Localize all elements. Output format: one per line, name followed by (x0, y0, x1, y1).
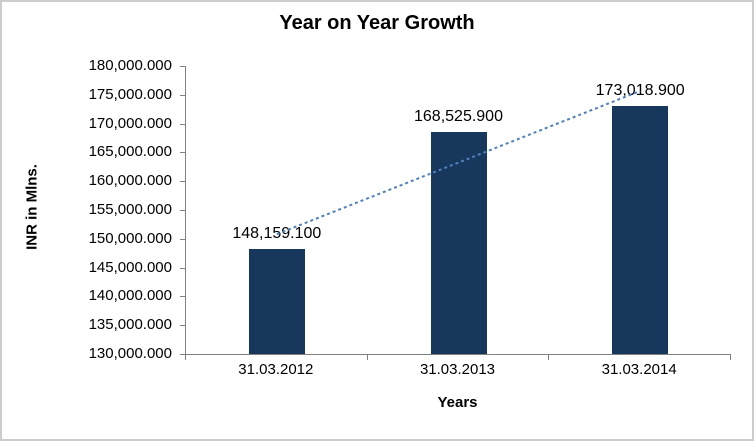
x-tick-mark (366, 355, 368, 360)
x-tick-label-31.03.2014: 31.03.2014 (601, 361, 677, 378)
y-tick-label: 175,000.000 (88, 85, 172, 103)
x-tick-mark (730, 355, 731, 360)
y-tick-mark (180, 325, 185, 327)
y-tick-mark (180, 181, 185, 183)
y-tick-mark (180, 238, 185, 240)
y-tick-label: 180,000.000 (88, 57, 172, 74)
y-tick-label: 150,000.000 (88, 229, 172, 247)
y-tick-mark (180, 296, 185, 298)
x-tick-mark (185, 355, 186, 360)
y-tick-mark (180, 152, 185, 154)
x-tick-mark (548, 355, 550, 360)
y-tick-mark (180, 267, 185, 269)
y-tick-mark (180, 94, 185, 96)
bar-31.03.2012 (248, 249, 305, 354)
y-tick-label: 155,000.000 (88, 201, 172, 218)
y-tick-label: 145,000.000 (88, 258, 172, 276)
y-tick-mark (180, 210, 185, 211)
y-tick-mark (180, 66, 185, 67)
plot-area: 148,159.100 168,525.900 173,018.900 (185, 66, 731, 355)
y-tick-label: 170,000.000 (88, 114, 172, 132)
x-tick-label-31.03.2012: 31.03.2012 (238, 361, 314, 378)
y-tick-label: 135,000.000 (88, 316, 172, 334)
y-tick-label: 160,000.000 (88, 172, 172, 190)
y-tick-mark (180, 123, 185, 125)
trendline (276, 90, 641, 236)
y-tick-mark (180, 354, 185, 355)
y-tick-label: 130,000.000 (88, 345, 172, 362)
data-label-31.03.2013: 168,525.900 (414, 108, 503, 126)
data-label-31.03.2014: 173,018.900 (595, 82, 685, 100)
y-tick-label: 140,000.000 (88, 287, 172, 305)
y-tick-label: 165,000.000 (88, 143, 172, 161)
chart-title: Year on Year Growth (279, 12, 475, 34)
bar-31.03.2014 (612, 106, 669, 354)
x-axis-title: Years (437, 394, 478, 411)
x-tick-label-31.03.2013: 31.03.2013 (419, 361, 496, 378)
